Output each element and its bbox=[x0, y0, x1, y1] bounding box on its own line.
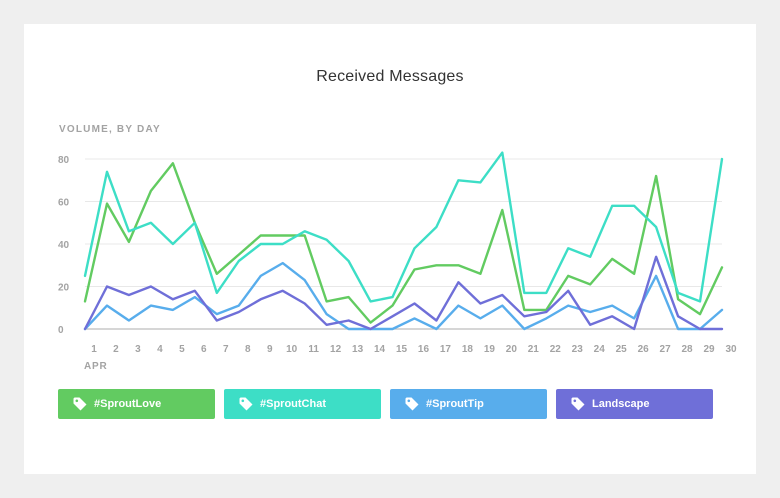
x-tick-label: 25 bbox=[616, 344, 628, 355]
legend-label: #SproutTip bbox=[426, 398, 484, 410]
legend-item-sprouttip[interactable]: #SproutTip bbox=[390, 389, 547, 419]
tag-icon bbox=[73, 397, 87, 411]
x-tick-label: 13 bbox=[352, 344, 364, 355]
x-tick-label: 1 bbox=[91, 344, 97, 355]
x-tick-label: 22 bbox=[550, 344, 562, 355]
y-axis-label: VOLUME, BY DAY bbox=[59, 124, 161, 135]
x-tick-label: 9 bbox=[267, 344, 273, 355]
x-tick-label: 14 bbox=[374, 344, 386, 355]
y-tick-label: 40 bbox=[58, 240, 70, 251]
x-tick-label: 19 bbox=[484, 344, 496, 355]
x-tick-label: 27 bbox=[660, 344, 672, 355]
chart-card: Received Messages VOLUME, BY DAY 0 20 40 60… bbox=[24, 24, 756, 474]
legend-label: #SproutLove bbox=[94, 398, 162, 410]
legend-label: #SproutChat bbox=[260, 398, 326, 410]
tag-icon bbox=[239, 397, 253, 411]
x-tick-label: 8 bbox=[245, 344, 251, 355]
x-month-label: APR bbox=[84, 361, 108, 372]
x-tick-label: 26 bbox=[638, 344, 650, 355]
series-line-sproutlove bbox=[83, 162, 724, 324]
x-tick-label: 18 bbox=[462, 344, 474, 355]
legend-item-sproutlove[interactable]: #SproutLove bbox=[58, 389, 215, 419]
x-tick-label: 16 bbox=[418, 344, 430, 355]
x-tick-label: 7 bbox=[223, 344, 229, 355]
x-tick-label: 6 bbox=[201, 344, 207, 355]
chart-legend: #SproutLove #SproutChat #SproutTip Landscap… bbox=[58, 389, 713, 419]
x-tick-label: 17 bbox=[440, 344, 452, 355]
legend-item-landscape[interactable]: Landscape bbox=[556, 389, 713, 419]
y-tick-label: 0 bbox=[58, 325, 64, 336]
series-line-landscape bbox=[83, 255, 724, 331]
x-tick-label: 12 bbox=[330, 344, 342, 355]
x-tick-label: 15 bbox=[396, 344, 408, 355]
tag-icon bbox=[571, 397, 585, 411]
x-tick-label: 29 bbox=[703, 344, 715, 355]
y-tick-label: 60 bbox=[58, 198, 70, 209]
x-tick-label: 5 bbox=[179, 344, 185, 355]
x-tick-label: 28 bbox=[682, 344, 694, 355]
x-tick-label: 3 bbox=[135, 344, 141, 355]
x-tick-label: 11 bbox=[308, 344, 319, 355]
legend-label: Landscape bbox=[592, 398, 650, 410]
x-tick-label: 21 bbox=[528, 344, 540, 355]
series-line-sprouttip bbox=[83, 261, 724, 331]
legend-item-sproutchat[interactable]: #SproutChat bbox=[224, 389, 381, 419]
x-tick-label: 30 bbox=[725, 344, 737, 355]
x-tick-label: 4 bbox=[157, 344, 163, 355]
chart-title: Received Messages bbox=[316, 68, 464, 85]
series-line-sproutchat bbox=[83, 151, 724, 303]
x-tick-label: 10 bbox=[286, 344, 298, 355]
x-tick-label: 23 bbox=[572, 344, 584, 355]
x-tick-label: 24 bbox=[594, 344, 606, 355]
x-tick-label: 2 bbox=[113, 344, 119, 355]
y-tick-label: 20 bbox=[58, 283, 70, 294]
y-tick-label: 80 bbox=[58, 155, 70, 166]
tag-icon bbox=[405, 397, 419, 411]
x-tick-label: 20 bbox=[506, 344, 518, 355]
